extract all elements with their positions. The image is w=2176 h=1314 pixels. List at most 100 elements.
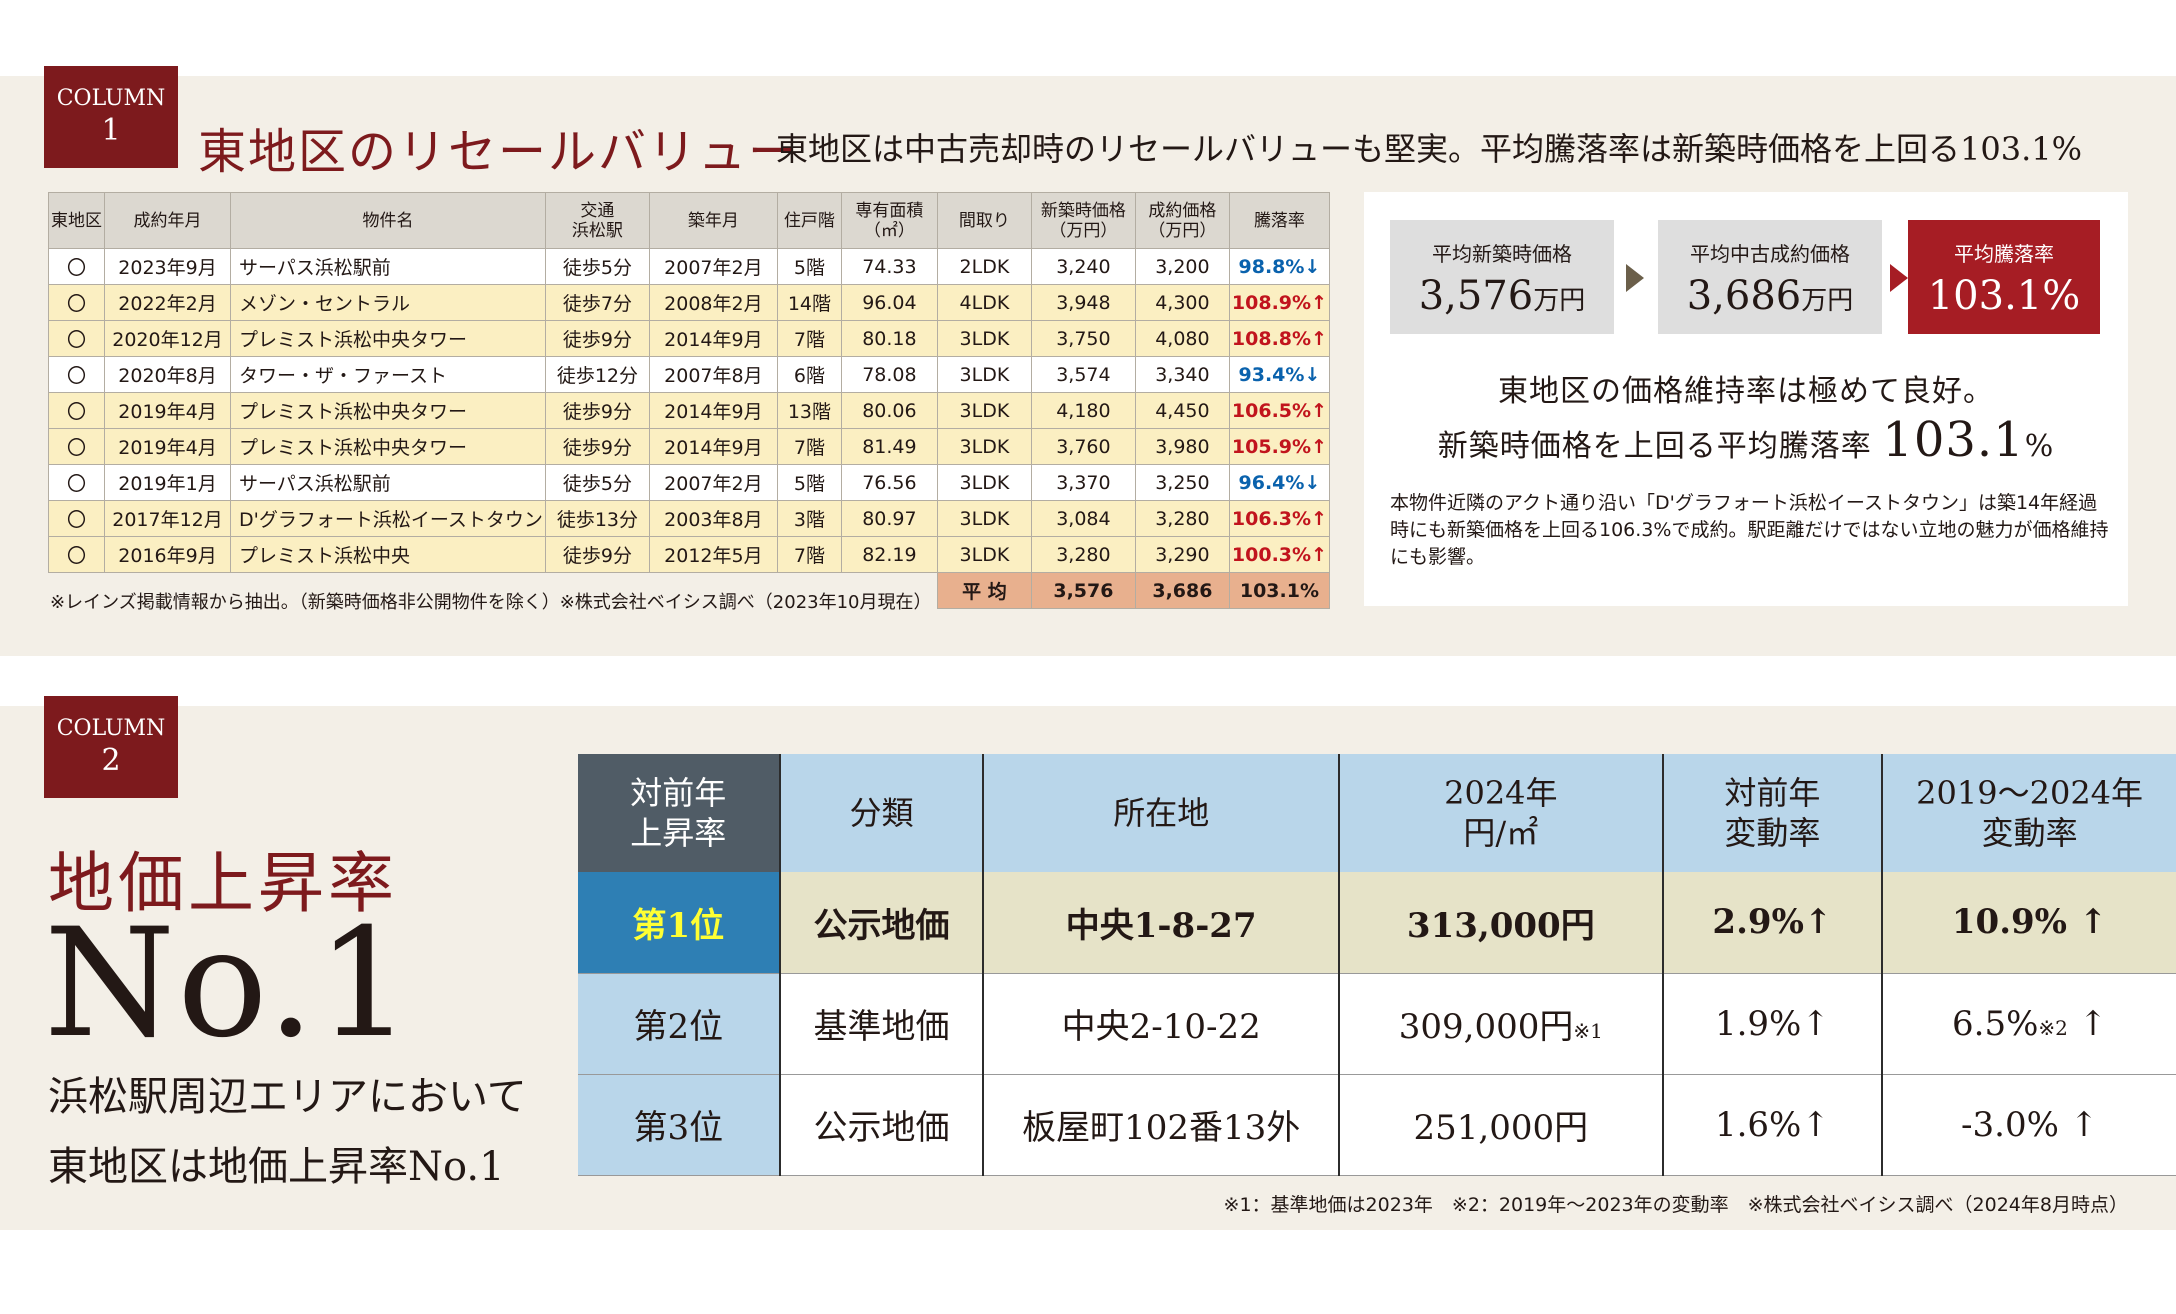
- resale-cell-floor: 6階: [776, 356, 842, 393]
- resale-cell-name: プレミスト浜松中央タワー: [230, 428, 546, 465]
- resale-cell-name: プレミスト浜松中央タワー: [230, 392, 546, 429]
- ranking-type: 公示地価: [779, 1074, 985, 1176]
- avg-resale-price-value: 3,686万円: [1686, 273, 1854, 319]
- resale-cell-rate: 98.8%↓: [1228, 248, 1330, 285]
- ranking-rank: 第2位: [578, 973, 781, 1075]
- resale-cell-date: 2022年2月: [104, 284, 231, 321]
- ranking-header-cell: 2024年 円/㎡: [1339, 754, 1664, 872]
- resale-cell-area: 81.49: [840, 428, 938, 465]
- table-row: 〇 2016年9月 プレミスト浜松中央 徒歩9分 2012年5月 7階 82.19 3LDK 3…: [48, 536, 1330, 573]
- resale-cell-sold-price: 3,340: [1134, 356, 1230, 393]
- resale-cell-date: 2019年4月: [104, 392, 231, 429]
- table-row: 〇 2022年2月 メゾン・セントラル 徒歩7分 2008年2月 14階 96.04 4LDK…: [48, 284, 1330, 321]
- resale-cell-sold-price: 3,980: [1134, 428, 1230, 465]
- average-rate: 103.1%: [1228, 572, 1330, 609]
- resale-cell-new-price: 3,240: [1030, 248, 1136, 285]
- table-row: 〇 2019年4月 プレミスト浜松中央タワー 徒歩9分 2014年9月 7階 81.49 3L…: [48, 428, 1330, 465]
- ranking-address: 板屋町102番13外: [983, 1074, 1341, 1176]
- column1-subtitle: 東地区は中古売却時のリセールバリューも堅実。平均騰落率は新築時価格を上回る103…: [776, 130, 2083, 168]
- ranking-price-note: ※1: [1573, 1019, 1603, 1043]
- resale-cell-new-price: 3,084: [1030, 500, 1136, 537]
- resale-cell-name: メゾン・セントラル: [230, 284, 546, 321]
- resale-cell-name: サーパス浜松駅前: [230, 464, 546, 501]
- ranking-header-cell: 2019〜2024年 変動率: [1882, 754, 2176, 872]
- panel-description: 本物件近隣のアクト通り沿い「D'グラフォート浜松イーストタウン」は築14年経過時…: [1390, 492, 2109, 568]
- ranking-header-cell: 所在地: [983, 754, 1341, 872]
- resale-table: 東地区 成約年月 物件名 交通 浜松駅 築年月 住戸階 専有面積 （㎡） 間取り 新築時価格 （万円）…: [48, 192, 1330, 609]
- resale-cell-sold-price: 3,290: [1134, 536, 1230, 573]
- resale-cell-rate: 96.4%↓: [1228, 464, 1330, 501]
- resale-cell-area: 78.08: [840, 356, 938, 393]
- resale-cell-rate: 105.9%↑: [1228, 428, 1330, 465]
- avg-rate-value: 103.1%: [1927, 273, 2081, 319]
- resale-cell-walk: 徒歩9分: [544, 536, 650, 573]
- ranking-five-year: 10.9% ↑: [1882, 872, 2176, 974]
- resale-note: ※レインズ掲載情報から抽出。（新築時価格非公開物件を除く）※株式会社ベイシス調べ…: [50, 592, 932, 613]
- ranking-price: 251,000円: [1339, 1074, 1664, 1176]
- resale-table-header: 東地区 成約年月 物件名 交通 浜松駅 築年月 住戸階 専有面積 （㎡） 間取り 新築時価格 （万円）…: [48, 192, 1330, 249]
- table-row: 〇 2023年9月 サーパス浜松駅前 徒歩5分 2007年2月 5階 74.33 2LDK 3,…: [48, 248, 1330, 285]
- column2-description-1: 浜松駅周辺エリアにおいて: [48, 1074, 527, 1120]
- resale-cell-mark: 〇: [48, 464, 105, 501]
- resale-cell-rate: 108.8%↑: [1228, 320, 1330, 357]
- ranking-yoy: 1.9%↑: [1662, 973, 1884, 1075]
- resale-cell-mark: 〇: [48, 500, 105, 537]
- resale-cell-rate: 108.9%↑: [1228, 284, 1330, 321]
- avg-rate-box: 平均騰落率 103.1%: [1908, 220, 2100, 334]
- resale-header-cell: 間取り: [936, 192, 1032, 249]
- resale-cell-sold-price: 3,250: [1134, 464, 1230, 501]
- resale-cell-sold-price: 4,300: [1134, 284, 1230, 321]
- ranking-type: 基準地価: [779, 973, 985, 1075]
- resale-cell-rate: 100.3%↑: [1228, 536, 1330, 573]
- resale-cell-walk: 徒歩5分: [544, 464, 650, 501]
- ranking-note: ※1：基準地価は2023年 ※2：2019年〜2023年の変動率 ※株式会社ベイ…: [1223, 1194, 2128, 1216]
- resale-cell-layout: 3LDK: [936, 392, 1032, 429]
- resale-cell-name: D'グラフォート浜松イーストタウン: [230, 500, 546, 537]
- resale-header-cell: 成約年月: [104, 192, 231, 249]
- resale-cell-name: プレミスト浜松中央: [230, 536, 546, 573]
- resale-cell-layout: 3LDK: [936, 464, 1032, 501]
- column2-badge-word: COLUMN: [56, 716, 166, 741]
- ranking-table-body: 第1位 公示地価 中央1-8-27 313,000円 2.9%↑ 10.9% ↑ 第2位 基準…: [578, 872, 2176, 1176]
- column2-title: 地価上昇率: [48, 845, 398, 922]
- resale-cell-sold-price: 3,200: [1134, 248, 1230, 285]
- resale-cell-area: 96.04: [840, 284, 938, 321]
- resale-cell-rate: 93.4%↓: [1228, 356, 1330, 393]
- resale-cell-sold-price: 3,280: [1134, 500, 1230, 537]
- resale-cell-mark: 〇: [48, 248, 105, 285]
- column1-badge-word: COLUMN: [56, 86, 166, 111]
- ranking-address: 中央1-8-27: [983, 872, 1341, 974]
- ranking-five-year: -3.0% ↑: [1882, 1074, 2176, 1176]
- resale-cell-new-price: 3,574: [1030, 356, 1136, 393]
- land-price-ranking-table: 対前年 上昇率 分類 所在地 2024年 円/㎡ 対前年 変動率 2019〜2024年 変動率 第…: [578, 754, 2176, 1176]
- resale-cell-floor: 7階: [776, 536, 842, 573]
- resale-cell-sold-price: 4,450: [1134, 392, 1230, 429]
- table-row: 〇 2020年12月 プレミスト浜松中央タワー 徒歩9分 2014年9月 7階 80.18 3…: [48, 320, 1330, 357]
- ranking-rank: 第1位: [578, 872, 781, 974]
- resale-cell-name: サーパス浜松駅前: [230, 248, 546, 285]
- resale-cell-mark: 〇: [48, 320, 105, 357]
- resale-cell-area: 82.19: [840, 536, 938, 573]
- resale-cell-new-price: 3,750: [1030, 320, 1136, 357]
- resale-header-cell: 築年月: [648, 192, 778, 249]
- resale-cell-sold-price: 4,080: [1134, 320, 1230, 357]
- summary-panel: 平均新築時価格 3,576万円 平均中古成約価格 3,686万円 平均騰落率 1…: [1364, 192, 2128, 606]
- table-row: 〇 2017年12月 D'グラフォート浜松イーストタウン 徒歩13分 2003年8月 3階…: [48, 500, 1330, 537]
- resale-cell-built: 2007年2月: [648, 248, 778, 285]
- resale-cell-date: 2020年12月: [104, 320, 231, 357]
- column2-badge-number: 2: [101, 743, 121, 778]
- ranking-header-cell: 分類: [779, 754, 985, 872]
- resale-cell-new-price: 3,760: [1030, 428, 1136, 465]
- ranking-header-cell: 対前年 上昇率: [578, 754, 781, 872]
- resale-cell-layout: 3LDK: [936, 428, 1032, 465]
- column1-badge: COLUMN 1: [44, 66, 178, 168]
- ranking-address: 中央2-10-22: [983, 973, 1341, 1075]
- average-label: 平 均: [936, 572, 1032, 609]
- resale-cell-walk: 徒歩9分: [544, 392, 650, 429]
- resale-cell-floor: 5階: [776, 464, 842, 501]
- resale-cell-rate: 106.3%↑: [1228, 500, 1330, 537]
- resale-cell-new-price: 3,948: [1030, 284, 1136, 321]
- ranking-five-year: 6.5%※2 ↑: [1882, 973, 2176, 1075]
- ranking-price: 309,000円※1: [1339, 973, 1664, 1075]
- column1-title: 東地区のリセールバリュー: [198, 124, 799, 180]
